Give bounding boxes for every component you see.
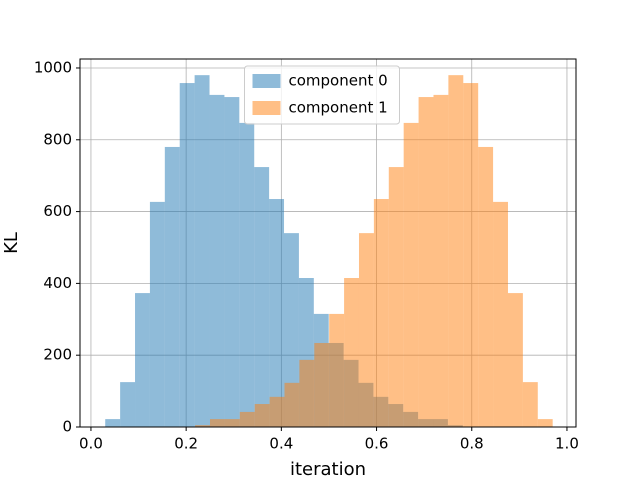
- histogram-bar: [493, 201, 508, 427]
- histogram-bar: [329, 313, 345, 427]
- histogram-bar: [209, 94, 225, 427]
- y-tick-label: 600: [43, 202, 72, 220]
- legend-swatch: [252, 101, 281, 115]
- histogram-bar: [448, 75, 464, 427]
- histogram-bar: [120, 382, 136, 427]
- histogram-bar: [239, 122, 255, 427]
- histogram-bar: [418, 97, 434, 428]
- histogram-bar: [358, 233, 374, 427]
- histogram-bar: [463, 83, 479, 428]
- x-tick-label: 1.0: [555, 435, 579, 453]
- x-tick-label: 0.2: [174, 435, 198, 453]
- histogram-bar: [194, 75, 210, 427]
- histogram-bar: [284, 233, 299, 427]
- histogram-bar: [209, 419, 225, 427]
- histogram-bar: [135, 293, 150, 427]
- histogram-bar: [149, 201, 165, 427]
- y-tick-label: 400: [43, 274, 72, 292]
- histogram-bar: [254, 404, 270, 427]
- legend-swatch: [252, 74, 281, 88]
- histogram-bar: [105, 419, 121, 427]
- histogram-bar: [537, 419, 553, 427]
- histogram-bar: [254, 167, 270, 427]
- histogram-bar: [373, 199, 389, 427]
- histogram-bar: [164, 146, 180, 427]
- x-axis-label: iteration: [290, 459, 366, 480]
- histogram-bar: [388, 167, 404, 427]
- legend-label: component 1: [289, 99, 388, 117]
- x-tick-label: 0.6: [365, 435, 389, 453]
- y-tick-label: 800: [43, 130, 72, 148]
- y-tick-label: 200: [43, 346, 72, 364]
- histogram-bar: [224, 419, 240, 427]
- plot-frame: [79, 58, 577, 428]
- histogram-bar: [299, 359, 315, 427]
- legend-label: component 0: [289, 72, 388, 90]
- legend: component 0 component 1: [244, 65, 400, 125]
- histogram-bar: [269, 396, 285, 427]
- histogram-bar: [284, 382, 300, 427]
- histogram-bar: [179, 83, 195, 428]
- histogram-bar: [433, 94, 449, 427]
- histogram-bar: [314, 342, 330, 427]
- histogram-bar: [507, 293, 523, 427]
- histogram-bar: [269, 199, 285, 427]
- histogram-bar: [344, 278, 359, 427]
- y-axis-label: KL: [1, 232, 22, 254]
- histogram-bar: [239, 411, 255, 427]
- x-tick-label: 0.0: [79, 435, 103, 453]
- histogram-bar: [522, 382, 538, 427]
- x-tick-label: 0.4: [269, 435, 293, 453]
- legend-frame: [244, 65, 400, 125]
- histogram-bar: [403, 122, 419, 427]
- histogram-bar: [224, 97, 240, 428]
- x-tick-label: 0.8: [460, 435, 484, 453]
- y-tick-label: 0: [62, 418, 72, 436]
- y-tick-label: 1000: [34, 58, 72, 76]
- histogram-bar: [195, 425, 210, 427]
- histogram-bar: [478, 146, 494, 427]
